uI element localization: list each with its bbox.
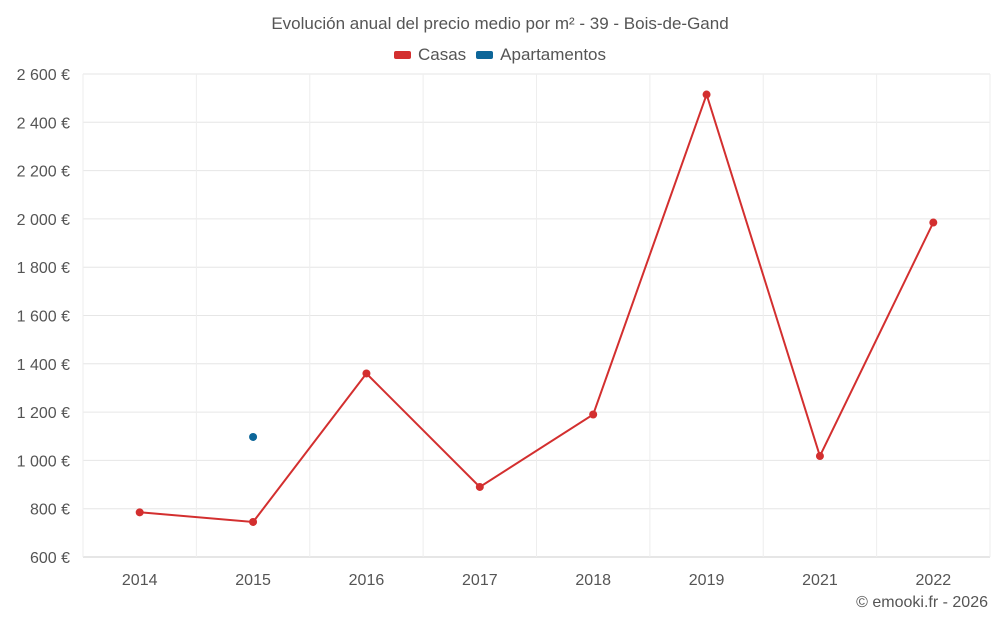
legend-item-apartamentos[interactable]: Apartamentos — [476, 45, 606, 65]
x-tick-label: 2018 — [575, 572, 611, 589]
x-tick-label: 2022 — [916, 572, 952, 589]
y-tick-label: 1 000 € — [17, 453, 70, 470]
data-point-casas — [702, 90, 711, 99]
x-tick-label: 2014 — [122, 572, 158, 589]
y-tick-label: 1 800 € — [17, 260, 70, 277]
y-tick-label: 600 € — [30, 550, 70, 567]
y-tick-label: 2 600 € — [17, 67, 70, 84]
data-point-casas — [249, 517, 258, 526]
series-line-casas — [139, 91, 935, 524]
y-tick-label: 800 € — [30, 502, 70, 519]
legend-label-apartamentos: Apartamentos — [500, 45, 607, 64]
chart-title: Evolución anual del precio medio por m² … — [271, 14, 729, 33]
y-tick-label: 2 000 € — [17, 212, 70, 229]
y-tick-label: 1 200 € — [17, 405, 70, 422]
y-tick-label: 2 400 € — [17, 115, 70, 132]
legend-swatch-casas — [393, 51, 411, 59]
data-point-apartamentos — [249, 432, 258, 441]
x-tick-label: 2021 — [802, 572, 838, 589]
x-tick-label: 2016 — [349, 572, 385, 589]
x-tick-label: 2015 — [235, 572, 271, 589]
data-point-casas — [929, 218, 938, 227]
legend-label-casas: Casas — [417, 45, 467, 64]
y-tick-label: 1 400 € — [17, 357, 70, 374]
data-point-casas — [475, 482, 484, 491]
chart-legend: Casas Apartamentos — [0, 45, 1000, 65]
data-point-casas — [135, 508, 144, 517]
data-point-casas — [815, 452, 824, 461]
data-point-casas — [362, 369, 371, 378]
x-tick-label: 2019 — [689, 572, 725, 589]
y-tick-label: 2 200 € — [17, 164, 70, 181]
legend-item-casas[interactable]: Casas — [393, 45, 467, 65]
y-tick-label: 1 600 € — [17, 309, 70, 326]
data-point-casas — [589, 410, 598, 419]
legend-swatch-apartamentos — [476, 51, 494, 59]
x-tick-label: 2017 — [462, 572, 498, 589]
credit-text: © emooki.fr - 2026 — [856, 594, 988, 611]
